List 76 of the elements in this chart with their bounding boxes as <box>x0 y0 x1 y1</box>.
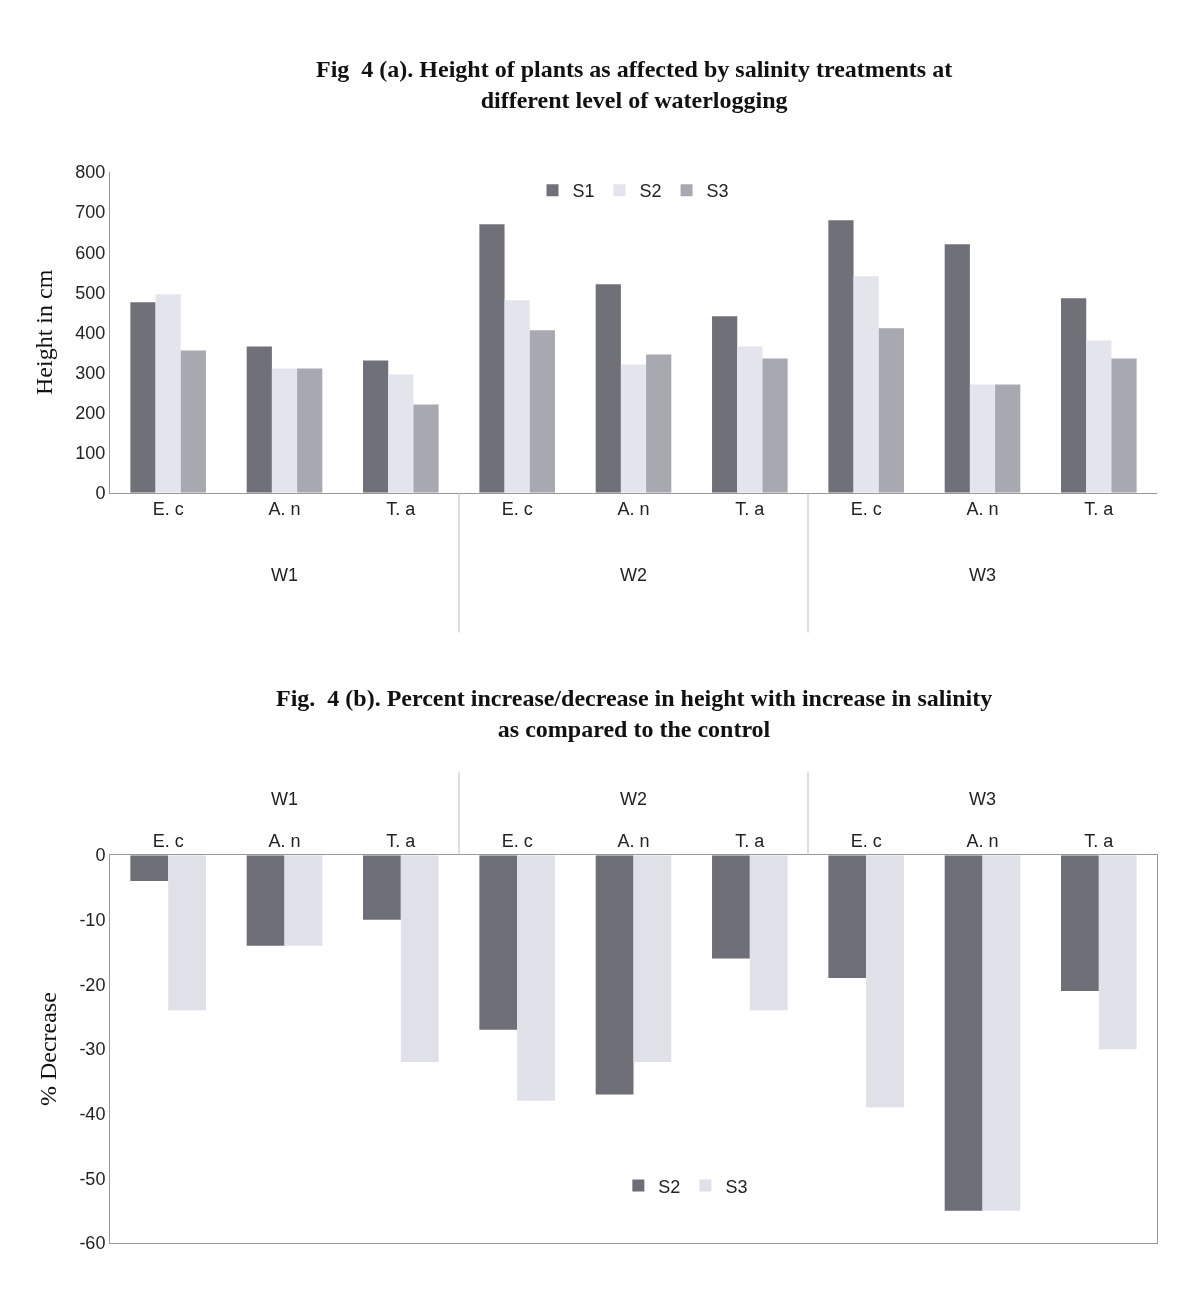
legend-label: S2 <box>658 1176 681 1197</box>
x-tick-label: E. c <box>152 830 184 851</box>
y-tick-label: -60 <box>79 1233 106 1254</box>
y-tick-label: 600 <box>75 242 106 263</box>
y-tick-label: 700 <box>75 202 106 223</box>
y-tick-label: 400 <box>75 322 106 343</box>
text: W2 <box>620 565 647 585</box>
bar <box>737 346 763 493</box>
y-axis-title: % Decrease <box>35 992 62 1107</box>
x-tick-label: T. a <box>735 499 766 520</box>
y-tick-label: 500 <box>75 282 106 303</box>
y-axis-title: Height in cm <box>31 269 58 396</box>
bar <box>595 284 621 493</box>
bar <box>620 364 647 493</box>
bar <box>180 350 206 493</box>
bar <box>130 302 156 493</box>
x-tick-label: E. c <box>501 830 533 851</box>
y-tick-label: -40 <box>79 1104 106 1125</box>
text: W1 <box>271 789 298 809</box>
bar <box>479 224 505 493</box>
x-tick-label: A. n <box>268 830 301 851</box>
x-tick-label: T. a <box>386 830 417 851</box>
y-tick-label: 100 <box>75 442 106 463</box>
text: W3 <box>969 789 996 809</box>
y-tick-label: 0 <box>95 482 106 503</box>
x-tick-label: E. c <box>501 499 533 520</box>
text: W1 <box>271 565 298 585</box>
text: W3 <box>969 565 996 585</box>
bar <box>155 294 181 493</box>
y-tick-label: 300 <box>75 362 106 383</box>
y-tick-label: -10 <box>79 910 106 931</box>
legend-label: S3 <box>725 1176 748 1197</box>
x-tick-label: T. a <box>1084 499 1115 520</box>
bar <box>297 368 323 493</box>
bar <box>1061 298 1087 493</box>
bar <box>969 384 996 493</box>
y-tick-label: -50 <box>79 1168 106 1189</box>
text: W2 <box>620 789 647 809</box>
chart-title: Fig. 4 (b). Percent increase/decrease in height with increase in salinity as compared to the control <box>276 685 993 743</box>
x-tick-label: E. c <box>850 830 882 851</box>
x-tick-label: T. a <box>735 830 766 851</box>
x-tick-label: T. a <box>1084 830 1115 851</box>
y-tick-label: 200 <box>75 402 106 423</box>
y-tick-label: 800 <box>75 162 106 183</box>
bar <box>944 244 970 493</box>
y-tick-label: 0 <box>95 845 106 866</box>
bar <box>271 368 298 493</box>
legend-label: S3 <box>706 181 729 202</box>
x-tick-label: E. c <box>850 499 882 520</box>
bar <box>363 360 389 493</box>
bar <box>1111 358 1137 493</box>
bar <box>246 346 272 493</box>
y-tick-label: -20 <box>79 974 106 995</box>
bar <box>529 330 555 493</box>
bar <box>853 276 879 493</box>
bar <box>388 374 414 493</box>
legend-label: S1 <box>572 181 595 202</box>
bar <box>762 358 788 493</box>
bar <box>1086 340 1112 493</box>
x-tick-label: A. n <box>617 830 650 851</box>
x-tick-label: A. n <box>617 499 650 520</box>
bar <box>504 300 530 493</box>
y-tick-label: -30 <box>79 1039 106 1060</box>
bar <box>878 328 904 493</box>
bar <box>712 316 738 493</box>
bar <box>828 220 854 493</box>
bar <box>646 354 672 493</box>
x-tick-label: A. n <box>966 830 999 851</box>
bar <box>413 404 439 493</box>
x-tick-label: E. c <box>152 499 184 520</box>
legend-label: S2 <box>639 181 662 202</box>
chart-title: Fig 4 (a). Height of plants as affected by salinity treatments at different level of waterlogging <box>316 56 953 114</box>
bar <box>995 384 1021 493</box>
x-tick-label: A. n <box>966 499 999 520</box>
x-tick-label: A. n <box>268 499 301 520</box>
x-tick-label: T. a <box>386 499 417 520</box>
